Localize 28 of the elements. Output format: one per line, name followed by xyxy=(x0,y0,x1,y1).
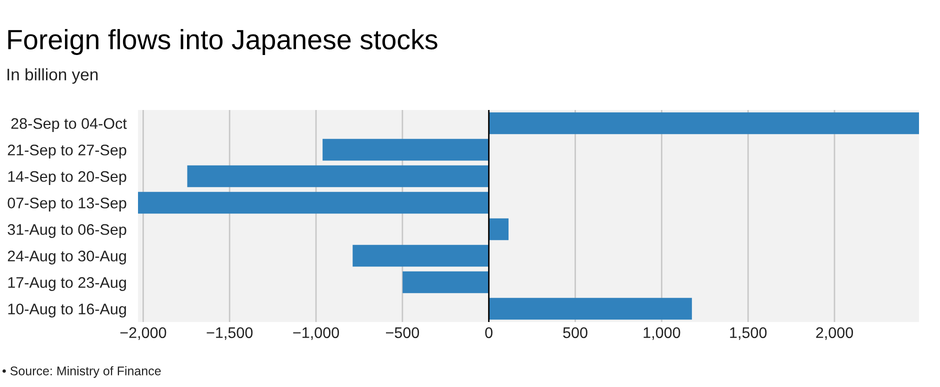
x-tick-label: −500 xyxy=(386,327,420,338)
y-tick-label: 31-Aug to 06-Sep xyxy=(8,224,126,238)
bar xyxy=(322,138,489,161)
y-tick-label: 10-Aug to 16-Aug xyxy=(8,304,126,318)
x-tick-label: −1,000 xyxy=(293,327,339,340)
bar xyxy=(352,244,489,267)
chart-subtitle: In billion yen xyxy=(8,68,98,84)
bar xyxy=(187,165,489,188)
x-tick-label: −2,000 xyxy=(120,327,166,340)
y-tick-label: 24-Aug to 30-Aug xyxy=(8,250,126,264)
bar xyxy=(138,192,489,214)
bar xyxy=(488,218,509,240)
x-tick-label: 2,000 xyxy=(816,327,854,340)
y-tick-label: 14-Sep to 20-Sep xyxy=(8,171,126,185)
bar xyxy=(402,271,489,294)
x-tick-label: 500 xyxy=(563,327,588,338)
x-tick-label: 0 xyxy=(485,327,492,338)
chart-title: Foreign flows into Japanese stocks xyxy=(8,29,438,55)
y-tick-label: 07-Sep to 13-Sep xyxy=(8,198,126,212)
text: • Source: Ministry of Finance xyxy=(2,366,161,378)
bar xyxy=(488,112,919,134)
y-tick-label: 17-Aug to 23-Aug xyxy=(8,277,126,291)
y-tick-label: 21-Sep to 27-Sep xyxy=(8,144,126,158)
x-tick-label: 1,500 xyxy=(730,327,767,340)
x-tick-label: 1,000 xyxy=(644,327,680,340)
y-tick-label: 28-Sep to 04-Oct xyxy=(11,118,127,132)
x-tick-label: −1,500 xyxy=(206,327,253,340)
bar xyxy=(488,298,692,320)
